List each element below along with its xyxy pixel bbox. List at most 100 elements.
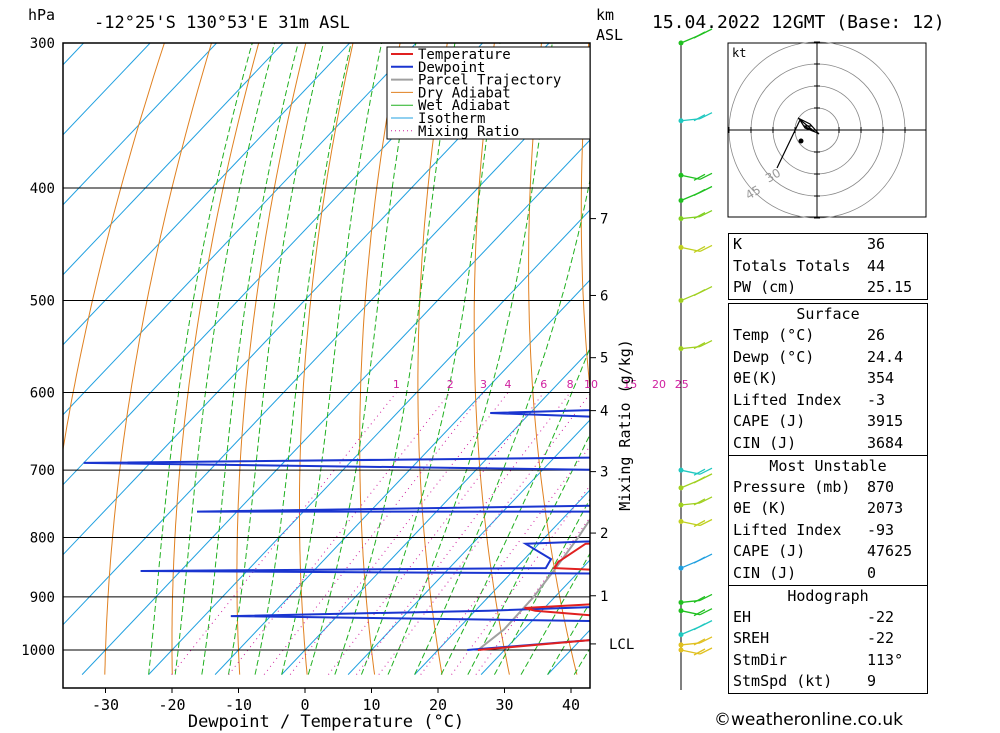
- wind-barb: [678, 112, 713, 124]
- dry-adiabat-line: [63, 43, 165, 453]
- mixing-ratio-label: 25: [675, 378, 689, 391]
- surface-title: Surface: [796, 305, 860, 323]
- surface-panel: Surface Temp (°C) 26 Dewp (°C) 24.4 θE(K) 3…: [728, 303, 928, 694]
- wind-barb-flag: [699, 244, 713, 253]
- wind-barb-dot: [678, 518, 684, 524]
- pressure-tick-label: 700: [30, 463, 55, 479]
- surface-value: -3: [867, 390, 886, 409]
- wind-barb-flag: [699, 608, 713, 616]
- hodograph-value: -22: [867, 607, 895, 626]
- wind-barb-dot: [678, 197, 684, 203]
- wind-barb-flag: [693, 498, 706, 506]
- mixing-ratio-line: [263, 392, 484, 675]
- wind-barb: [678, 185, 713, 203]
- copyright-footer[interactable]: ©weatheronline.co.uk: [714, 710, 904, 730]
- isotherm-line: [281, 349, 590, 675]
- wet-adiabat-line: [281, 43, 383, 675]
- wind-barb-flag: [693, 556, 706, 564]
- dry-adiabat-line: [473, 43, 510, 675]
- wind-barb-dot: [678, 599, 684, 605]
- index-row: PW (cm) 25.15: [729, 277, 927, 299]
- wet-adiabat-line: [387, 43, 553, 675]
- dry-adiabat-line: [171, 43, 260, 675]
- wet-adiabat-line: [227, 43, 325, 675]
- wind-barb-flag: [693, 609, 706, 617]
- index-label: PW (cm): [733, 278, 797, 297]
- surface-label: CIN (J): [733, 433, 797, 452]
- legend-entry: Mixing Ratio: [418, 124, 519, 140]
- wind-barb: [678, 340, 713, 352]
- pressure-tick-label: 800: [30, 530, 55, 546]
- most-unstable-label: Lifted Index: [733, 520, 842, 539]
- hodograph-title: Hodograph: [787, 586, 869, 605]
- wind-barb-dot: [678, 642, 684, 648]
- mixing-ratio-label: 1: [393, 378, 400, 391]
- isotherm-line: [63, 43, 151, 136]
- pressure-tick-label: 1000: [21, 643, 55, 659]
- mixing-ratio-axis-label: Mixing Ratio (g/kg): [616, 339, 634, 511]
- wind-barb: [678, 285, 713, 304]
- index-label: K: [733, 235, 743, 253]
- isotherm-line: [63, 43, 417, 416]
- wind-barb-flag: [693, 288, 706, 297]
- wind-barb: [678, 608, 713, 617]
- hodograph-label: EH: [733, 607, 752, 626]
- mixing-ratio-label: 10: [584, 378, 598, 391]
- wind-barb-dot: [678, 467, 684, 473]
- wind-barb-flag: [693, 623, 706, 631]
- wind-barb-flag: [693, 212, 706, 220]
- wind-barb: [678, 28, 713, 46]
- km-tick-label: 3: [600, 465, 608, 481]
- wind-barb-flag: [699, 112, 713, 120]
- wind-barb-flag: [699, 496, 713, 504]
- wind-barb-flag: [693, 519, 706, 528]
- wind-barbs: [678, 28, 713, 690]
- isotherm-line: [63, 43, 351, 346]
- surface-row: Temp (°C) 26: [729, 325, 927, 347]
- wind-barb-flag: [693, 476, 706, 484]
- mixing-ratio-label: 2: [447, 378, 454, 391]
- wind-barb: [678, 636, 713, 648]
- legend-entry: Dry Adiabat: [418, 85, 511, 101]
- dry-adiabat-line: [104, 43, 213, 675]
- most-unstable-label: CIN (J): [733, 563, 797, 582]
- mixing-ratio-label: 20: [652, 378, 666, 391]
- wind-barb-flag: [693, 638, 706, 646]
- wind-barb-dot: [678, 216, 684, 222]
- dry-adiabat-line: [916, 8, 1000, 674]
- legend-entry: Dewpoint: [418, 60, 485, 76]
- wind-barb-dot: [678, 118, 684, 124]
- mixing-ratio-label: 3: [480, 378, 487, 391]
- mixing-ratio-line: [171, 392, 397, 675]
- wind-barb: [678, 620, 713, 638]
- isotherm-line: [347, 419, 590, 675]
- parcel-trajectory-line: [477, 517, 590, 651]
- most-unstable-label: Pressure (mb): [733, 477, 851, 496]
- legend-box: [386, 46, 591, 140]
- location-title: -12°25'S 130°53'E 31m ASL: [94, 13, 350, 33]
- index-row: K 36: [729, 234, 927, 256]
- most-unstable-value: 870: [867, 477, 895, 496]
- wind-barb-flag: [699, 467, 713, 475]
- isotherm-line: [214, 279, 590, 675]
- most-unstable-title: Most Unstable: [769, 456, 887, 475]
- wind-barb: [678, 473, 713, 491]
- most-unstable-label: θE (K): [733, 499, 788, 518]
- wet-adiabat-line: [414, 177, 590, 675]
- wind-barb: [678, 210, 713, 222]
- most-unstable-row: Pressure (mb) 870: [729, 477, 927, 499]
- wind-barb: [678, 496, 713, 508]
- asl-label: ASL: [596, 26, 623, 44]
- mixing-ratio-line: [327, 392, 545, 675]
- wind-barb-dot: [678, 244, 684, 250]
- temp-tick-label: -30: [92, 696, 119, 714]
- wind-barb-dot: [678, 632, 684, 638]
- wet-adiabat-line: [440, 346, 590, 675]
- surface-value: 3684: [867, 433, 904, 452]
- km-tick-label: 6: [600, 288, 608, 304]
- isotherm-line: [63, 43, 218, 206]
- x-axis-label: Dewpoint / Temperature (°C): [188, 712, 464, 732]
- pressure-tick-label: 400: [30, 181, 55, 197]
- dry-adiabat-line: [632, 8, 711, 674]
